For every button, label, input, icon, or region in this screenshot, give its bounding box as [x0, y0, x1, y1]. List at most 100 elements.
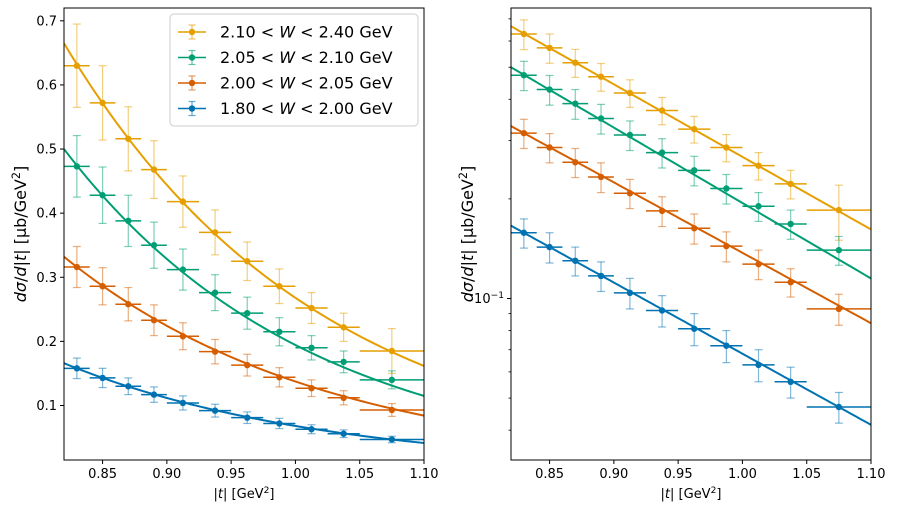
data-point-2-05-w-2-10-gev-6 — [231, 296, 264, 330]
data-point-2-10-w-2-40-gev-5 — [646, 96, 679, 126]
legend-label: 2.05 < W < 2.10 GeV — [220, 48, 393, 67]
point-marker — [755, 361, 762, 369]
point-marker — [597, 173, 605, 181]
point-marker — [658, 307, 666, 314]
legend-label: 2.00 < W < 2.05 GeV — [220, 74, 393, 93]
data-point-2-05-w-2-10-gev-1 — [536, 74, 563, 106]
point-marker — [125, 301, 132, 308]
data-point-2-05-w-2-10-gev-5 — [199, 274, 232, 312]
point-marker — [125, 135, 132, 142]
y-tick-label: 0.6 — [36, 78, 57, 93]
point-marker — [211, 407, 219, 414]
point-marker — [626, 190, 634, 197]
y-tick-label: 0.5 — [36, 143, 57, 158]
point-marker — [755, 162, 762, 169]
data-point-1-80-w-2-00-gev-10 — [359, 435, 424, 444]
data-point-2-00-w-2-05-gev-9 — [327, 390, 360, 406]
data-point-2-10-w-2-40-gev-9 — [774, 169, 807, 200]
fit-curve-1-80-w-2-00-gev — [64, 362, 424, 444]
data-point-1-80-w-2-00-gev-0 — [64, 357, 90, 380]
point-marker — [626, 131, 634, 139]
point-marker — [755, 203, 762, 210]
data-point-2-10-w-2-40-gev-8 — [742, 152, 775, 181]
point-marker — [626, 89, 634, 97]
point-marker — [340, 324, 347, 331]
point-marker — [835, 246, 843, 254]
data-point-2-00-w-2-05-gev-4 — [613, 178, 646, 210]
point-marker — [73, 163, 81, 170]
data-point-2-00-w-2-05-gev-3 — [141, 304, 167, 337]
point-marker — [835, 403, 843, 411]
data-point-1-80-w-2-00-gev-3 — [588, 261, 614, 293]
y-tick-label: 0.2 — [36, 335, 57, 350]
data-point-1-80-w-2-00-gev-6 — [678, 313, 711, 347]
data-point-1-80-w-2-00-gev-5 — [199, 403, 232, 418]
point-marker — [99, 192, 106, 199]
data-point-2-10-w-2-40-gev-4 — [613, 79, 646, 109]
data-point-2-00-w-2-05-gev-1 — [536, 133, 563, 164]
point-marker — [546, 144, 553, 151]
legend-marker — [188, 28, 196, 36]
point-marker — [73, 365, 81, 372]
point-marker — [99, 374, 106, 382]
x-tick-label: 1.05 — [345, 467, 374, 482]
point-marker — [244, 258, 251, 265]
point-marker — [73, 263, 81, 271]
point-marker — [308, 344, 315, 352]
data-point-2-10-w-2-40-gev-6 — [678, 115, 711, 144]
point-marker — [572, 257, 579, 264]
legend-entry-2-05-w-2-10-gev: 2.05 < W < 2.10 GeV — [178, 48, 393, 67]
x-tick-label: 1.00 — [728, 467, 757, 482]
x-tick-label: 0.85 — [535, 467, 564, 482]
y-axis-label: dσ/d|t| [μb/GeV2] — [10, 166, 31, 303]
data-point-2-10-w-2-40-gev-9 — [327, 312, 360, 342]
point-marker — [388, 406, 396, 414]
x-tick-label: 1.10 — [410, 467, 439, 482]
y-tick-label: 0.1 — [36, 399, 57, 414]
point-marker — [520, 71, 528, 79]
data-point-2-00-w-2-05-gev-4 — [166, 322, 199, 351]
data-point-2-00-w-2-05-gev-8 — [742, 249, 775, 281]
x-tick-label: 1.10 — [857, 467, 886, 482]
point-marker — [787, 220, 794, 228]
x-axis-label: |t| [GeV2] — [214, 486, 275, 502]
data-point-2-05-w-2-10-gev-7 — [263, 317, 296, 347]
data-point-2-05-w-2-10-gev-5 — [646, 138, 679, 169]
plot-frame — [510, 7, 872, 461]
data-point-2-10-w-2-40-gev-3 — [141, 140, 167, 200]
point-marker — [835, 305, 843, 313]
x-tick-label: 0.90 — [152, 467, 181, 482]
point-marker — [691, 225, 698, 232]
data-point-2-00-w-2-05-gev-7 — [710, 231, 743, 263]
point-marker — [276, 420, 283, 427]
fit-curve-1-80-w-2-00-gev — [511, 224, 871, 426]
point-marker — [597, 115, 605, 122]
fit-curve-2-10-w-2-40-gev — [511, 25, 871, 231]
point-marker — [546, 243, 553, 251]
data-point-2-05-w-2-10-gev-4 — [166, 248, 199, 291]
data-point-2-05-w-2-10-gev-2 — [562, 88, 589, 120]
point-marker — [597, 73, 605, 80]
point-marker — [658, 149, 666, 156]
x-tick-label: 0.90 — [599, 467, 628, 482]
data-point-2-10-w-2-40-gev-0 — [64, 23, 90, 108]
point-marker — [723, 144, 730, 151]
point-marker — [125, 217, 132, 225]
point-marker — [99, 283, 106, 290]
data-point-1-80-w-2-00-gev-7 — [263, 417, 296, 430]
data-point-2-10-w-2-40-gev-10 — [359, 327, 424, 375]
data-point-2-00-w-2-05-gev-2 — [562, 147, 589, 179]
data-point-1-80-w-2-00-gev-5 — [646, 295, 679, 328]
data-point-2-05-w-2-10-gev-8 — [295, 335, 328, 361]
point-marker — [276, 283, 283, 290]
data-point-2-00-w-2-05-gev-10 — [806, 293, 871, 326]
point-marker — [520, 129, 528, 137]
legend-marker — [188, 54, 196, 61]
point-marker — [179, 266, 187, 273]
fit-curve-2-00-w-2-05-gev — [511, 125, 871, 325]
point-marker — [211, 348, 219, 355]
point-marker — [150, 166, 158, 173]
legend-entry-1-80-w-2-00-gev: 1.80 < W < 2.00 GeV — [178, 99, 393, 118]
data-point-1-80-w-2-00-gev-9 — [774, 366, 807, 399]
x-tick-label: 1.00 — [281, 467, 310, 482]
